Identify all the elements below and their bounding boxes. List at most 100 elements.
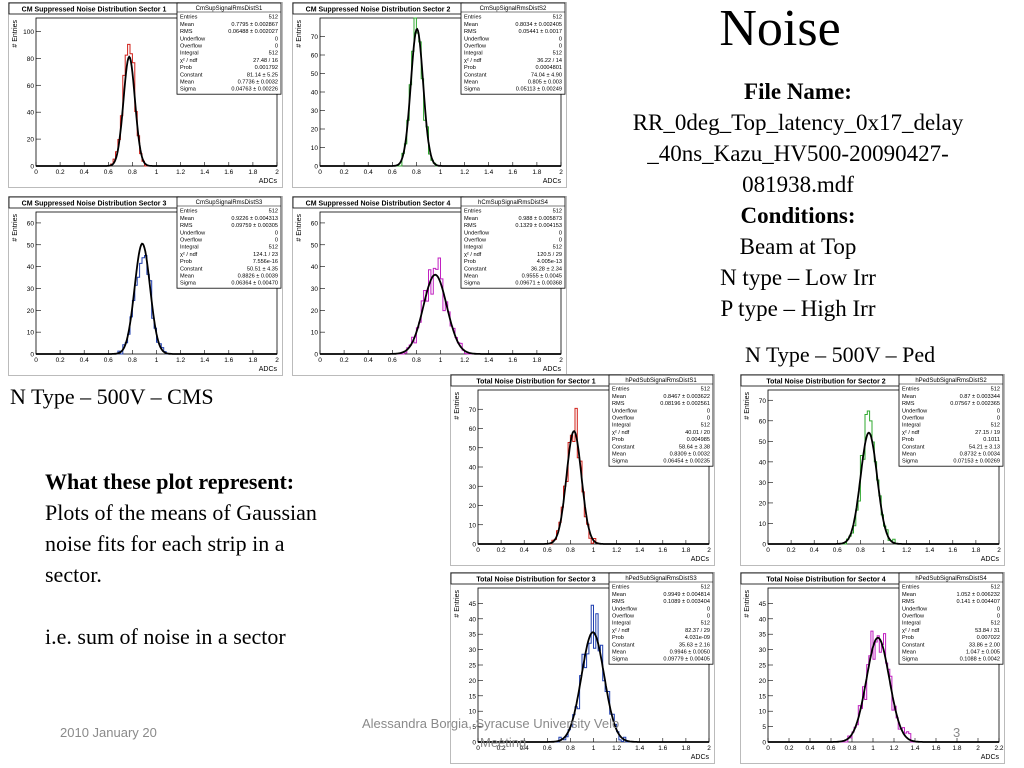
x-axis-label: ADCs xyxy=(259,366,278,373)
stats-key: Mean xyxy=(612,394,626,400)
y-axis-label: # Entries xyxy=(744,392,751,420)
x-tick-label: 0.6 xyxy=(543,745,552,752)
y-axis-label: # Entries xyxy=(454,392,461,420)
x-tick-label: 0.2 xyxy=(497,745,506,752)
x-axis-label: ADCs xyxy=(691,556,710,563)
x-tick-label: 0.4 xyxy=(520,745,529,752)
stats-key: RMS xyxy=(464,223,477,229)
stats-key: Integral xyxy=(612,621,631,627)
y-tick-label: 40 xyxy=(27,264,35,271)
stats-value: 0 xyxy=(559,238,562,244)
stats-box xyxy=(608,572,714,665)
histogram-svg: CM Suppressed Noise Distribution Sector … xyxy=(8,2,283,188)
stats-key: Entries xyxy=(464,209,482,215)
stats-value: 0.8826 ± 0.0039 xyxy=(238,274,278,280)
stats-value: 0.001792 xyxy=(255,65,278,71)
x-tick-label: 1.8 xyxy=(681,547,690,554)
stats-key: χ² / ndf xyxy=(180,58,198,64)
stats-name: CmSupSignalRmsDistS3 xyxy=(196,200,263,206)
stats-key: Overflow xyxy=(180,44,203,50)
y-tick-label: 50 xyxy=(311,71,319,78)
stats-value: 0.1088 ± 0.0042 xyxy=(960,657,1000,663)
stats-value: 74.04 ± 4.90 xyxy=(531,72,562,78)
stats-key: Sigma xyxy=(180,87,197,93)
stats-value: 0.7795 ± 0.002867 xyxy=(231,22,278,28)
x-tick-label: 1.2 xyxy=(176,169,185,176)
y-tick-label: 60 xyxy=(27,83,35,90)
x-axis-label: ADCs xyxy=(543,178,562,185)
condition-line: P type – High Irr xyxy=(720,296,876,321)
x-tick-label: 1.4 xyxy=(635,547,644,554)
stats-value: 120.5 / 29 xyxy=(537,252,562,258)
y-tick-label: 60 xyxy=(27,220,35,227)
stats-value: 0 xyxy=(559,36,562,42)
stats-value: 512 xyxy=(991,585,1000,591)
x-tick-label: 1.6 xyxy=(948,547,957,554)
x-axis-label: ADCs xyxy=(981,754,1000,761)
y-axis-label: # Entries xyxy=(296,214,303,242)
stats-box xyxy=(898,374,1004,467)
y-tick-label: 30 xyxy=(27,286,35,293)
y-tick-label: 20 xyxy=(27,308,35,315)
stats-key: Mean xyxy=(180,216,194,222)
x-tick-label: 0 xyxy=(34,169,38,176)
stats-key: RMS xyxy=(902,401,915,407)
x-tick-label: 1.8 xyxy=(952,745,961,752)
x-tick-label: 0.6 xyxy=(833,547,842,554)
x-tick-label: 0.8 xyxy=(128,169,137,176)
stats-key: Prob xyxy=(464,259,476,265)
y-tick-label: 45 xyxy=(469,601,477,608)
x-tick-label: 0.4 xyxy=(810,547,819,554)
stats-value: 0 xyxy=(997,408,1000,414)
y-tick-label: 0 xyxy=(314,164,318,171)
x-tick-label: 1.2 xyxy=(889,745,898,752)
explanation-line: Plots of the means of Gaussian xyxy=(45,500,317,525)
y-axis-label: # Entries xyxy=(12,20,19,48)
x-tick-label: 1.8 xyxy=(971,547,980,554)
stats-value: 0 xyxy=(275,44,278,50)
stats-key: Sigma xyxy=(464,281,481,287)
stats-key: Entries xyxy=(464,15,482,21)
histogram-svg: CM Suppressed Noise Distribution Sector … xyxy=(8,196,283,376)
histogram-svg: Total Noise Distribution for Sector 10 0.… xyxy=(450,374,715,566)
stats-key: Integral xyxy=(902,423,921,429)
histogram-svg: Total Noise Distribution for Sector 30 0.… xyxy=(450,572,715,764)
stats-key: Mean xyxy=(464,22,478,28)
y-tick-label: 80 xyxy=(27,56,35,63)
stats-value: 0.09779 ± 0.00405 xyxy=(663,657,710,663)
y-axis-label: # Entries xyxy=(12,214,19,242)
stats-key: Mean xyxy=(902,452,916,458)
x-tick-label: 0.8 xyxy=(856,547,865,554)
x-tick-label: 0.2 xyxy=(497,547,506,554)
stats-value: 0.9226 ± 0.004313 xyxy=(231,216,278,222)
stats-value: 0 xyxy=(997,416,1000,422)
stats-value: 81.14 ± 5.25 xyxy=(247,72,278,78)
x-tick-label: 0.8 xyxy=(847,745,856,752)
y-tick-label: 40 xyxy=(759,459,767,466)
x-tick-label: 0.6 xyxy=(104,357,113,364)
y-tick-label: 20 xyxy=(311,127,319,134)
y-tick-label: 100 xyxy=(23,29,34,36)
y-tick-label: 45 xyxy=(759,601,767,608)
stats-box xyxy=(176,2,282,95)
stats-value: 0.988 ± 0.005873 xyxy=(518,216,562,222)
stats-value: 0.805 ± 0.003 xyxy=(528,80,562,86)
stats-value: 0.1011 xyxy=(983,437,1000,443)
x-tick-label: 0.8 xyxy=(412,357,421,364)
stats-key: Overflow xyxy=(902,416,925,422)
stats-value: 82.37 / 29 xyxy=(685,628,710,634)
stats-value: 54.21 ± 3.13 xyxy=(969,444,1000,450)
plot-title: Total Noise Distribution for Sector 3 xyxy=(476,577,595,584)
stats-key: Overflow xyxy=(612,416,635,422)
stats-key: Constant xyxy=(902,642,925,648)
stats-key: Overflow xyxy=(180,238,203,244)
stats-value: 0.141 ± 0.004407 xyxy=(956,599,1000,605)
y-tick-label: 30 xyxy=(759,480,767,487)
explanation-note: i.e. sum of noise in a sector xyxy=(45,624,286,649)
y-tick-label: 20 xyxy=(469,678,477,685)
stats-box xyxy=(176,196,282,289)
condition-line: Beam at Top xyxy=(739,234,857,259)
stats-value: 0 xyxy=(559,44,562,50)
stats-key: Sigma xyxy=(180,281,197,287)
stats-value: 0.7736 ± 0.0032 xyxy=(238,80,278,86)
